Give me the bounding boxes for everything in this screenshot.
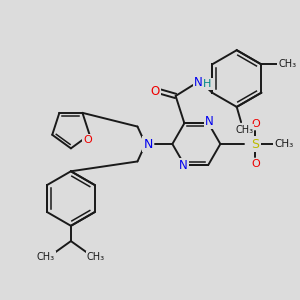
Text: S: S	[251, 137, 259, 151]
Text: N: N	[179, 159, 188, 172]
Text: CH₃: CH₃	[278, 59, 296, 69]
Text: CH₃: CH₃	[37, 253, 55, 262]
Text: H: H	[203, 79, 212, 89]
Text: O: O	[251, 159, 260, 169]
Text: O: O	[83, 135, 92, 145]
Text: CH₃: CH₃	[235, 125, 254, 135]
Text: N: N	[194, 76, 203, 89]
Text: O: O	[150, 85, 160, 98]
Text: O: O	[251, 119, 260, 129]
Text: CH₃: CH₃	[274, 139, 293, 149]
Text: N: N	[144, 137, 153, 151]
Text: CH₃: CH₃	[87, 253, 105, 262]
Text: N: N	[205, 115, 214, 128]
